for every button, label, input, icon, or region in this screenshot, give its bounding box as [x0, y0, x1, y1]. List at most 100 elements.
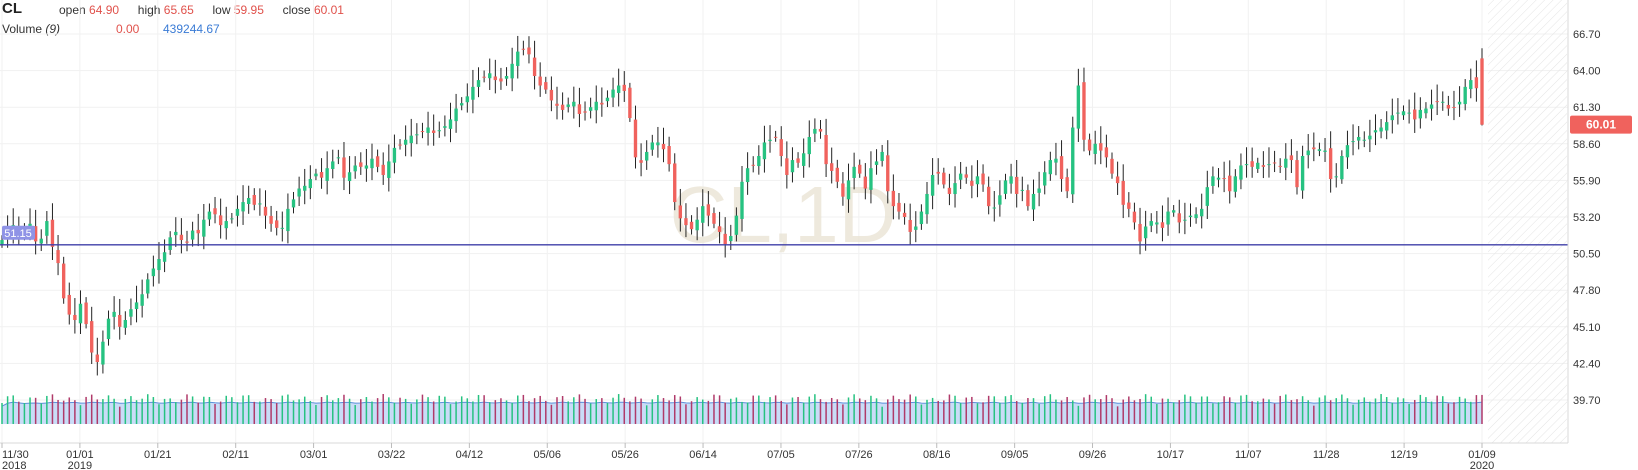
time-tick-label: 05/06	[533, 449, 561, 461]
time-tick-label: 04/12	[456, 449, 484, 461]
candle-body	[213, 208, 217, 215]
volume-bar	[102, 399, 104, 424]
volume-bar	[1285, 394, 1287, 424]
candle-body	[734, 215, 739, 235]
volume-bar	[1077, 405, 1080, 424]
volume-bar	[107, 395, 110, 424]
volume-bar	[483, 395, 485, 424]
volume-bar	[477, 394, 480, 424]
volume-bar	[561, 396, 564, 424]
volume-bar	[1458, 396, 1461, 424]
candle-body	[1099, 143, 1103, 151]
candle-body	[1076, 85, 1081, 129]
volume-bar	[690, 401, 693, 424]
volume-bar	[175, 402, 177, 424]
volume-bar	[500, 398, 502, 424]
candle-body	[1463, 86, 1467, 105]
volume-bar	[892, 395, 895, 424]
volume-bar	[730, 398, 732, 424]
candle-body	[140, 294, 144, 306]
horizontal-line-label: 51.15	[4, 228, 32, 240]
candle-body	[387, 161, 391, 178]
candle-body	[1015, 176, 1019, 194]
candle-body	[482, 76, 486, 78]
volume-bar	[1189, 396, 1192, 424]
candle-body	[790, 160, 795, 173]
candle-body	[286, 208, 290, 232]
candle-body	[460, 103, 464, 106]
volume-bar	[1470, 401, 1472, 424]
candle-body	[1356, 137, 1361, 141]
candle-body	[1149, 221, 1153, 226]
candle-body	[1267, 164, 1271, 166]
volume-bar	[1296, 399, 1298, 424]
volume-bar	[1273, 403, 1276, 424]
candle-body	[779, 139, 783, 156]
volume-bar	[718, 395, 721, 424]
volume-bar	[1318, 397, 1321, 424]
candle-body	[886, 155, 890, 192]
price-axis[interactable]: 66.70 64.00 61.30 58.60 55.90 53.20 50.50 47.80…	[1573, 29, 1601, 407]
volume-bar	[814, 394, 816, 424]
candle-body	[930, 174, 935, 196]
price-tick-label: 66.70	[1573, 29, 1601, 41]
candle-body	[1211, 176, 1215, 186]
volume-bar	[511, 402, 513, 424]
volume-bar	[617, 394, 620, 424]
candle-body	[1441, 101, 1445, 103]
volume-bar	[1279, 395, 1281, 424]
time-tick-label: 09/05	[1001, 449, 1029, 461]
volume-bar	[208, 396, 211, 424]
volume-bar	[23, 403, 26, 424]
candle-body	[1082, 82, 1086, 140]
price-tick-label: 47.80	[1573, 285, 1601, 297]
candle-body	[61, 263, 66, 299]
candle-body	[1121, 180, 1125, 205]
volume-bar	[40, 403, 42, 424]
candle-body	[0, 240, 4, 245]
volume-bar	[1357, 399, 1360, 424]
volume-bar	[1464, 398, 1466, 424]
volume-bar	[259, 401, 261, 424]
candle-body	[684, 218, 688, 226]
candle-body	[1003, 180, 1008, 194]
volume-bar	[46, 395, 48, 424]
volume-bar	[1161, 398, 1164, 424]
volume-bar	[1369, 401, 1371, 424]
candle-body	[476, 80, 481, 87]
price-tick-label: 39.70	[1573, 395, 1601, 407]
volume-bar	[954, 395, 956, 424]
candle-body	[1160, 222, 1165, 228]
volume-bar	[1425, 397, 1427, 424]
candle-body	[1379, 127, 1383, 132]
candle-body	[858, 164, 862, 174]
volume-bar	[247, 395, 250, 424]
candle-body	[801, 153, 806, 166]
volume-bar	[1335, 398, 1337, 424]
candle-body	[975, 176, 980, 185]
volume-bar	[1027, 398, 1029, 424]
time-tick-label: 11/30	[2, 449, 29, 461]
volume-bar	[74, 400, 76, 424]
candle-body	[723, 233, 727, 245]
volume-bar	[416, 399, 418, 424]
volume-bar	[539, 395, 541, 424]
candle-body	[846, 180, 851, 200]
volume-bar	[320, 396, 323, 424]
candle-body	[56, 250, 60, 264]
candle-body	[448, 119, 453, 129]
volume-bar	[887, 399, 889, 424]
volume-bar	[281, 395, 284, 424]
volume-bar	[337, 398, 340, 424]
candle-body	[510, 63, 514, 79]
candle-body	[1351, 141, 1355, 143]
candle-body	[275, 220, 279, 228]
candle-body	[532, 57, 537, 77]
candle-body	[673, 163, 677, 203]
candle-body	[112, 311, 116, 317]
volume-bar	[298, 399, 300, 424]
volume-bar	[1212, 403, 1214, 424]
volume-bar	[315, 404, 317, 424]
